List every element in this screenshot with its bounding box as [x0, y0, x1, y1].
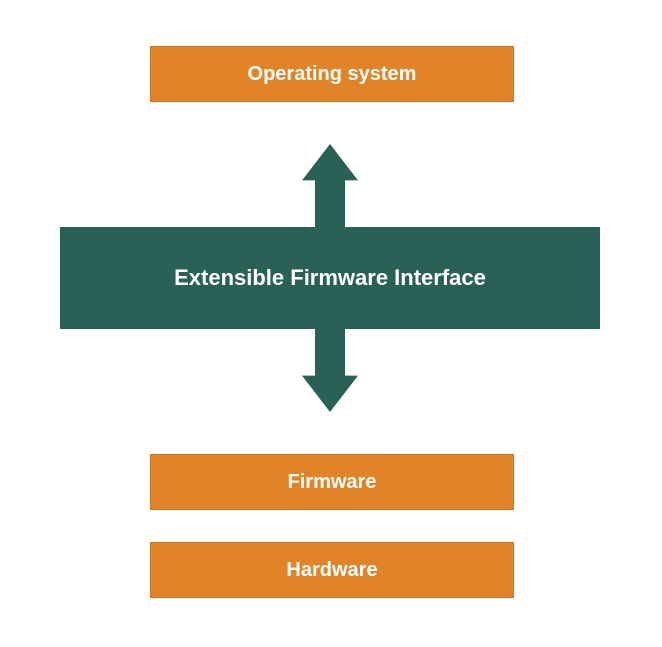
os-box: Operating system — [150, 46, 514, 102]
arrow-up-icon — [302, 144, 358, 228]
hardware-box: Hardware — [150, 542, 514, 598]
efi-label: Extensible Firmware Interface — [174, 265, 486, 291]
arrow-down-icon — [302, 328, 358, 412]
os-label: Operating system — [248, 63, 417, 86]
firmware-label: Firmware — [288, 471, 377, 494]
efi-box: Extensible Firmware Interface — [60, 227, 600, 329]
hardware-label: Hardware — [286, 559, 377, 582]
firmware-box: Firmware — [150, 454, 514, 510]
